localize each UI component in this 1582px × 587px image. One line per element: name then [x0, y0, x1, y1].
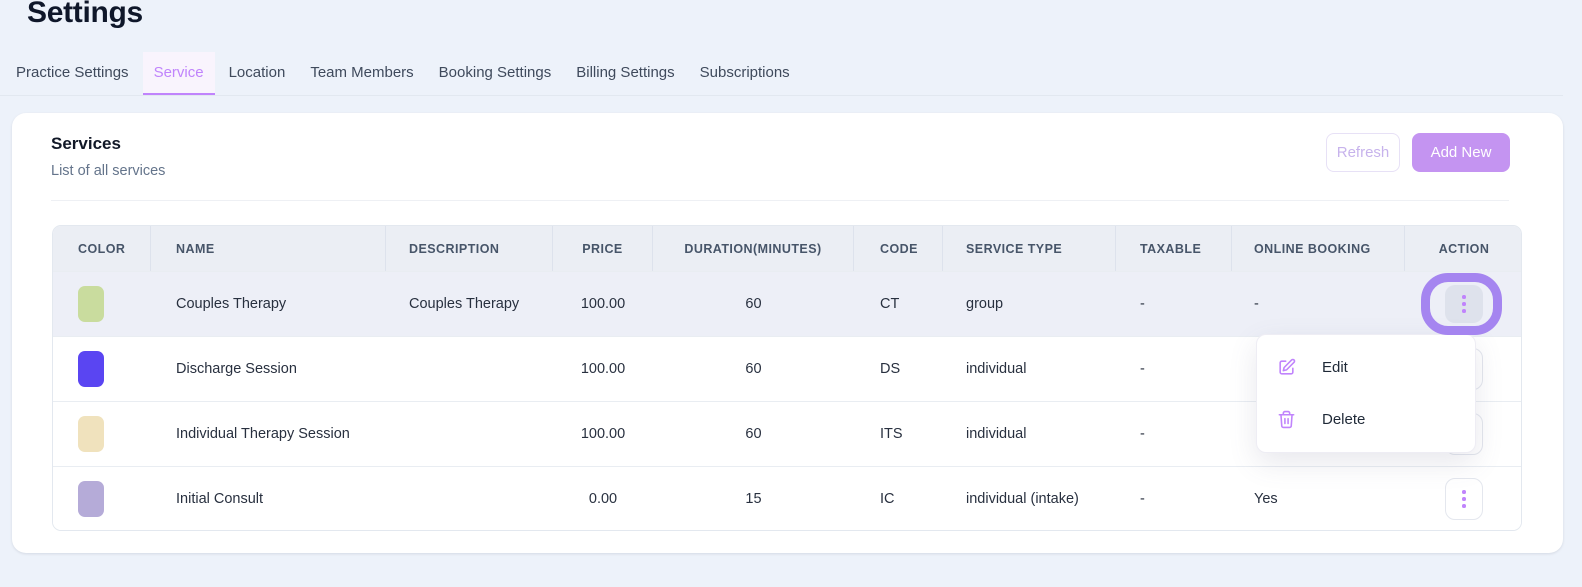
cell-service_type: individual	[966, 426, 1027, 442]
column-header-code: CODE	[854, 226, 943, 271]
tab-practice-settings[interactable]: Practice Settings	[16, 64, 129, 81]
cell-description: Couples Therapy	[409, 296, 520, 312]
table-row: Initial Consult 0.00 15 IC individual (intak…	[53, 466, 1521, 530]
cell-duration: 15	[745, 491, 762, 507]
service-color-swatch	[78, 286, 104, 322]
edit-icon	[1277, 358, 1296, 377]
column-header-duration: DURATION(MINUTES)	[653, 226, 854, 271]
cell-taxable: -	[1140, 491, 1145, 507]
column-header-color: COLOR	[53, 226, 151, 271]
kebab-dot	[1462, 295, 1466, 299]
kebab-dot	[1462, 309, 1466, 313]
cell-color	[53, 337, 151, 401]
table-row: Couples Therapy Couples Therapy 100.00 60 CT…	[53, 271, 1521, 336]
table-header-row: COLOR NAME DESCRIPTION PRICE DURATION(MI…	[53, 226, 1521, 271]
cell-name: Couples Therapy	[176, 296, 287, 312]
menu-item-delete[interactable]: Delete	[1257, 394, 1475, 446]
cell-description	[386, 467, 553, 530]
tab-location[interactable]: Location	[228, 64, 286, 81]
panel-divider	[51, 200, 1509, 201]
cell-duration: 60	[745, 361, 762, 377]
service-color-swatch	[78, 416, 104, 452]
cell-online_booking: Yes	[1254, 491, 1278, 507]
menu-item-label: Delete	[1322, 410, 1366, 428]
cell-online_booking: -	[1254, 296, 1259, 312]
tab-service[interactable]: Service	[142, 52, 215, 95]
column-header-online-booking: ONLINE BOOKING	[1232, 226, 1405, 271]
cell-action	[1405, 467, 1521, 530]
settings-tabbar: Practice Settings Service Location Team …	[0, 52, 1563, 96]
cell-color	[53, 272, 151, 336]
cell-service_type: individual (intake)	[966, 491, 1079, 507]
cell-description	[386, 337, 553, 401]
cell-price: 100.00	[580, 426, 626, 442]
cell-action	[1405, 272, 1521, 336]
cell-service_type: group	[966, 296, 1004, 312]
row-action-menu: Edit Delete	[1256, 334, 1476, 453]
cell-duration: 60	[745, 426, 762, 442]
cell-code: ITS	[880, 426, 903, 442]
cell-taxable: -	[1140, 296, 1145, 312]
cell-name: Discharge Session	[176, 361, 297, 377]
column-header-price: PRICE	[553, 226, 653, 271]
services-panel: Services List of all services Refresh Ad…	[12, 113, 1563, 553]
column-header-service-type: SERVICE TYPE	[943, 226, 1116, 271]
tab-billing-settings[interactable]: Billing Settings	[576, 64, 675, 81]
cell-name: Initial Consult	[176, 491, 264, 507]
menu-item-edit[interactable]: Edit	[1257, 342, 1475, 394]
cell-code: DS	[880, 361, 901, 377]
trash-icon	[1277, 410, 1296, 429]
cell-name: Individual Therapy Session	[176, 426, 350, 442]
kebab-dot	[1462, 504, 1466, 508]
cell-duration: 60	[745, 296, 762, 312]
column-header-description: DESCRIPTION	[386, 226, 553, 271]
cell-taxable: -	[1140, 426, 1145, 442]
cell-price: 100.00	[580, 296, 626, 312]
cell-code: IC	[880, 491, 895, 507]
kebab-dot	[1462, 490, 1466, 494]
cell-taxable: -	[1140, 361, 1145, 377]
cell-color	[53, 402, 151, 466]
cell-price: 100.00	[580, 361, 626, 377]
cell-description	[386, 402, 553, 466]
service-color-swatch	[78, 481, 104, 517]
refresh-button[interactable]: Refresh	[1326, 133, 1400, 172]
page-title: Settings	[27, 0, 143, 29]
column-header-taxable: TAXABLE	[1116, 226, 1232, 271]
cell-service_type: individual	[966, 361, 1027, 377]
panel-title: Services	[51, 134, 121, 153]
cell-color	[53, 467, 151, 530]
cell-price: 0.00	[588, 491, 618, 507]
menu-item-label: Edit	[1322, 359, 1348, 377]
add-new-button[interactable]: Add New	[1412, 133, 1510, 172]
row-actions-button[interactable]	[1445, 285, 1483, 323]
column-header-name: NAME	[151, 226, 386, 271]
service-color-swatch	[78, 351, 104, 387]
panel-subtitle: List of all services	[51, 163, 166, 179]
tab-booking-settings[interactable]: Booking Settings	[438, 64, 552, 81]
cell-code: CT	[880, 296, 900, 312]
kebab-dot	[1462, 497, 1466, 501]
kebab-dot	[1462, 302, 1466, 306]
tab-subscriptions[interactable]: Subscriptions	[699, 64, 790, 81]
row-actions-button[interactable]	[1445, 478, 1483, 520]
tab-team-members[interactable]: Team Members	[310, 64, 414, 81]
column-header-action: ACTION	[1438, 241, 1490, 256]
